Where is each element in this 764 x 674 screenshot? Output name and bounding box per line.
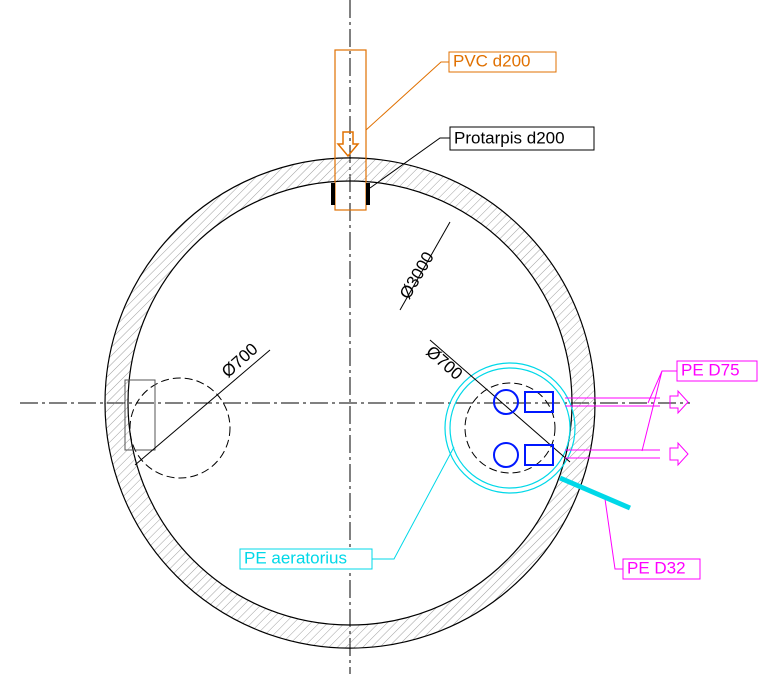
bracket	[124, 379, 156, 451]
label-box	[676, 360, 758, 382]
dimension: Ø700	[218, 339, 262, 381]
label: PE aeratorius	[244, 548, 347, 567]
dimension: Ø700	[422, 342, 466, 384]
outlets	[565, 370, 689, 570]
manhole-left	[129, 377, 231, 479]
label-box	[239, 548, 373, 570]
dim-line	[134, 349, 271, 466]
leader	[369, 137, 450, 189]
label: PE D75	[681, 360, 740, 379]
aerator-inner	[449, 367, 571, 489]
label-box	[449, 126, 595, 151]
dim-line	[429, 339, 571, 463]
air-pipe	[559, 475, 631, 511]
label: PVC d200	[453, 51, 531, 70]
label-box	[622, 558, 701, 580]
aerator-outer	[444, 362, 576, 494]
manhole-right	[464, 382, 556, 474]
leader	[372, 446, 455, 560]
dimension: Ø3000	[396, 249, 438, 303]
pumps	[493, 389, 554, 468]
flow-arrow	[336, 131, 360, 158]
tank-wall	[104, 157, 596, 649]
label-box	[448, 51, 557, 73]
seal	[331, 183, 335, 205]
label: Protarpis d200	[454, 128, 565, 147]
leader	[365, 61, 449, 131]
dim-line	[399, 221, 451, 311]
label: PE D32	[627, 558, 686, 577]
seal	[366, 183, 370, 205]
